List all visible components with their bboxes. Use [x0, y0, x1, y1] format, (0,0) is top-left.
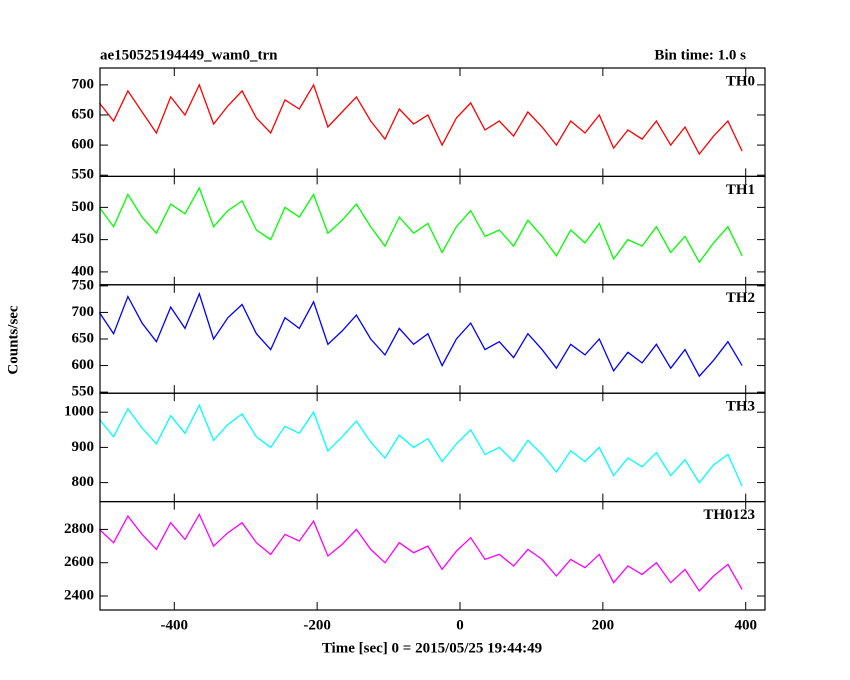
y-tick-label: 750: [72, 277, 95, 293]
y-tick-label: 500: [72, 199, 95, 215]
x-tick-label: 400: [734, 617, 757, 633]
panel-label: TH3: [726, 399, 755, 415]
panel-label: TH0: [726, 73, 755, 89]
panel-label: TH2: [726, 290, 755, 306]
y-tick-label: 2400: [64, 587, 94, 603]
y-tick-label: 450: [72, 231, 95, 247]
light-curve: [98, 512, 743, 593]
x-tick-label: -400: [161, 617, 189, 633]
y-tick-label: 800: [72, 474, 95, 490]
y-tick-label: 900: [72, 439, 95, 455]
y-tick-label: 600: [72, 137, 95, 153]
light-curve: [98, 83, 743, 156]
panel-label: TH0123: [703, 507, 755, 523]
y-axis-label: Counts/sec: [5, 305, 21, 375]
y-tick-label: 550: [72, 167, 95, 183]
y-tick-label: 1000: [64, 404, 94, 420]
x-tick-label: 200: [592, 617, 615, 633]
y-tick-label: 650: [72, 106, 95, 122]
y-tick-label: 2800: [64, 521, 94, 537]
light-curve: [98, 186, 743, 264]
y-tick-label: 400: [72, 263, 95, 279]
bin-time: Bin time: 1.0 s: [654, 47, 746, 63]
x-axis-label: Time [sec] 0 = 2015/05/25 19:44:49: [322, 640, 542, 656]
y-tick-label: 650: [72, 330, 95, 346]
x-tick-label: -200: [303, 617, 331, 633]
light-curve: [98, 403, 743, 487]
y-tick-label: 2600: [64, 554, 94, 570]
panel-label: TH1: [726, 182, 755, 198]
panel-frame: [99, 501, 766, 611]
y-tick-label: 700: [72, 304, 95, 320]
light-curve: [98, 291, 743, 378]
y-tick-label: 600: [72, 357, 95, 373]
x-tick-label: 0: [456, 617, 464, 633]
y-tick-label: 700: [72, 76, 95, 92]
chart-title: ae150525194449_wam0_trn: [100, 47, 278, 63]
y-tick-label: 550: [72, 384, 95, 400]
